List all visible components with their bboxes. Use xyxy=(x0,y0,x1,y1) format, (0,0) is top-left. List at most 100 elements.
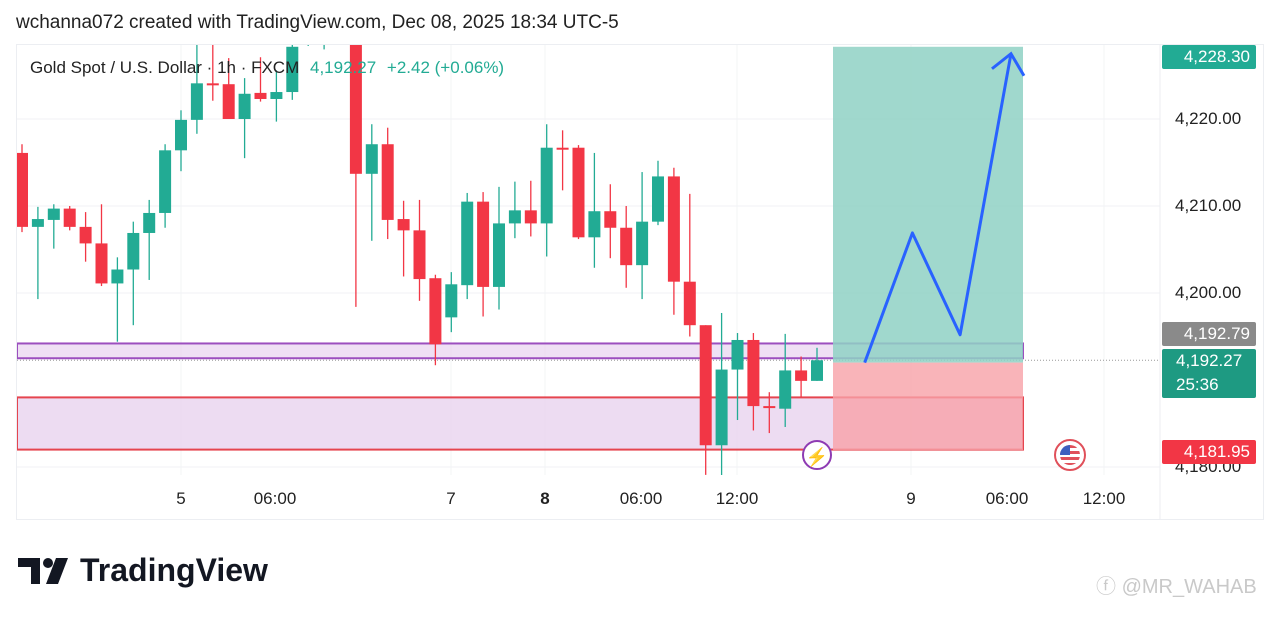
chart-credit: wchanna072 created with TradingView.com,… xyxy=(16,12,619,33)
current-price-label: 4,192.27 25:36 xyxy=(1162,349,1256,398)
candle xyxy=(254,57,267,102)
candle xyxy=(667,167,680,315)
watermark: ⓕ @MR_WAHAB xyxy=(1096,570,1257,599)
x-tick: 06:00 xyxy=(985,489,1029,508)
candle-body xyxy=(63,208,76,227)
candle xyxy=(238,78,251,159)
x-tick: 06:00 xyxy=(253,489,297,508)
candle-body xyxy=(604,211,617,228)
candle-body xyxy=(763,406,776,409)
candle xyxy=(47,204,60,249)
candle-body xyxy=(445,284,458,318)
x-tick: 12:00 xyxy=(715,489,759,508)
candle-body xyxy=(493,223,505,287)
candle xyxy=(429,274,442,366)
target-price-label: 4,228.30 xyxy=(1162,45,1256,69)
candle-body xyxy=(17,152,28,227)
brand-name: TradingView xyxy=(80,552,268,588)
watermark-icon: ⓕ xyxy=(1096,576,1122,598)
candle xyxy=(381,127,394,240)
candle-body xyxy=(349,45,362,174)
candle xyxy=(699,325,712,475)
candle-body xyxy=(636,221,649,266)
candle-body xyxy=(95,243,108,284)
stop-zone xyxy=(833,362,1023,451)
candle-body xyxy=(652,176,664,222)
candle-body xyxy=(699,325,712,446)
candle-body xyxy=(413,230,426,280)
candle-body xyxy=(683,281,696,326)
last-price: 4,192.27 xyxy=(309,58,377,77)
x-tick: 5 xyxy=(176,489,186,508)
candle-body xyxy=(238,93,251,119)
candle xyxy=(811,347,823,381)
projection-path xyxy=(863,53,1013,364)
candle-body xyxy=(318,15,330,32)
candle-body xyxy=(556,147,569,150)
x-tick: 9 xyxy=(906,489,916,508)
candle-body xyxy=(540,147,553,224)
lightning-event-icon[interactable]: ⚡ xyxy=(802,440,832,470)
candle xyxy=(493,186,505,310)
candle-body xyxy=(254,92,267,99)
candle-body xyxy=(175,119,187,151)
candle-body xyxy=(159,150,172,213)
candle-body xyxy=(79,226,92,244)
candle xyxy=(190,45,203,134)
candle xyxy=(556,130,569,191)
candle-body xyxy=(779,370,792,409)
candle-body xyxy=(31,219,44,227)
us-flag-event-icon[interactable] xyxy=(1054,439,1086,471)
candle xyxy=(508,181,521,239)
candle xyxy=(731,333,744,421)
candle xyxy=(524,180,537,237)
candle-body xyxy=(302,28,314,37)
candle-body xyxy=(524,210,537,224)
candle xyxy=(143,199,156,280)
candle xyxy=(318,15,330,50)
y-tick: 4,200.00 xyxy=(1175,283,1242,302)
tradingview-logo[interactable]: TradingView xyxy=(18,552,268,589)
candle xyxy=(111,257,124,342)
bar-countdown: 25:36 xyxy=(1176,375,1219,394)
candle xyxy=(159,144,172,228)
candle-body xyxy=(477,201,490,287)
candle-body xyxy=(206,83,219,86)
candle xyxy=(17,144,28,233)
candle-body xyxy=(461,201,474,286)
candle-body xyxy=(715,369,728,446)
candle-body xyxy=(747,339,760,407)
candle xyxy=(620,206,633,288)
candle xyxy=(747,333,760,431)
candle xyxy=(79,212,92,262)
candle xyxy=(365,124,378,241)
target-zone xyxy=(833,46,1023,363)
candle xyxy=(477,192,490,317)
candle xyxy=(763,392,776,434)
watermark-text: @MR_WAHAB xyxy=(1121,576,1257,598)
candle xyxy=(413,199,426,301)
candle xyxy=(652,160,664,226)
candle-body xyxy=(731,339,744,370)
candle xyxy=(461,192,474,300)
candles xyxy=(17,15,823,475)
candle-body xyxy=(397,219,410,231)
candle xyxy=(683,193,696,337)
x-tick: 12:00 xyxy=(1082,489,1126,508)
candle xyxy=(63,206,76,231)
candle-body xyxy=(508,210,521,224)
candle-body xyxy=(620,227,633,266)
candle-body xyxy=(47,208,60,220)
current-price: 4,192.27 xyxy=(1176,351,1243,370)
candle-body xyxy=(143,212,156,233)
x-tick: 7 xyxy=(446,489,456,508)
candle xyxy=(445,272,458,333)
candle-body xyxy=(572,147,585,238)
candle-body xyxy=(381,144,394,220)
candle-body xyxy=(588,211,601,238)
candle-body xyxy=(667,176,680,282)
candle-body xyxy=(111,269,124,284)
arrow-head xyxy=(991,51,1026,77)
candle-body xyxy=(222,84,235,119)
